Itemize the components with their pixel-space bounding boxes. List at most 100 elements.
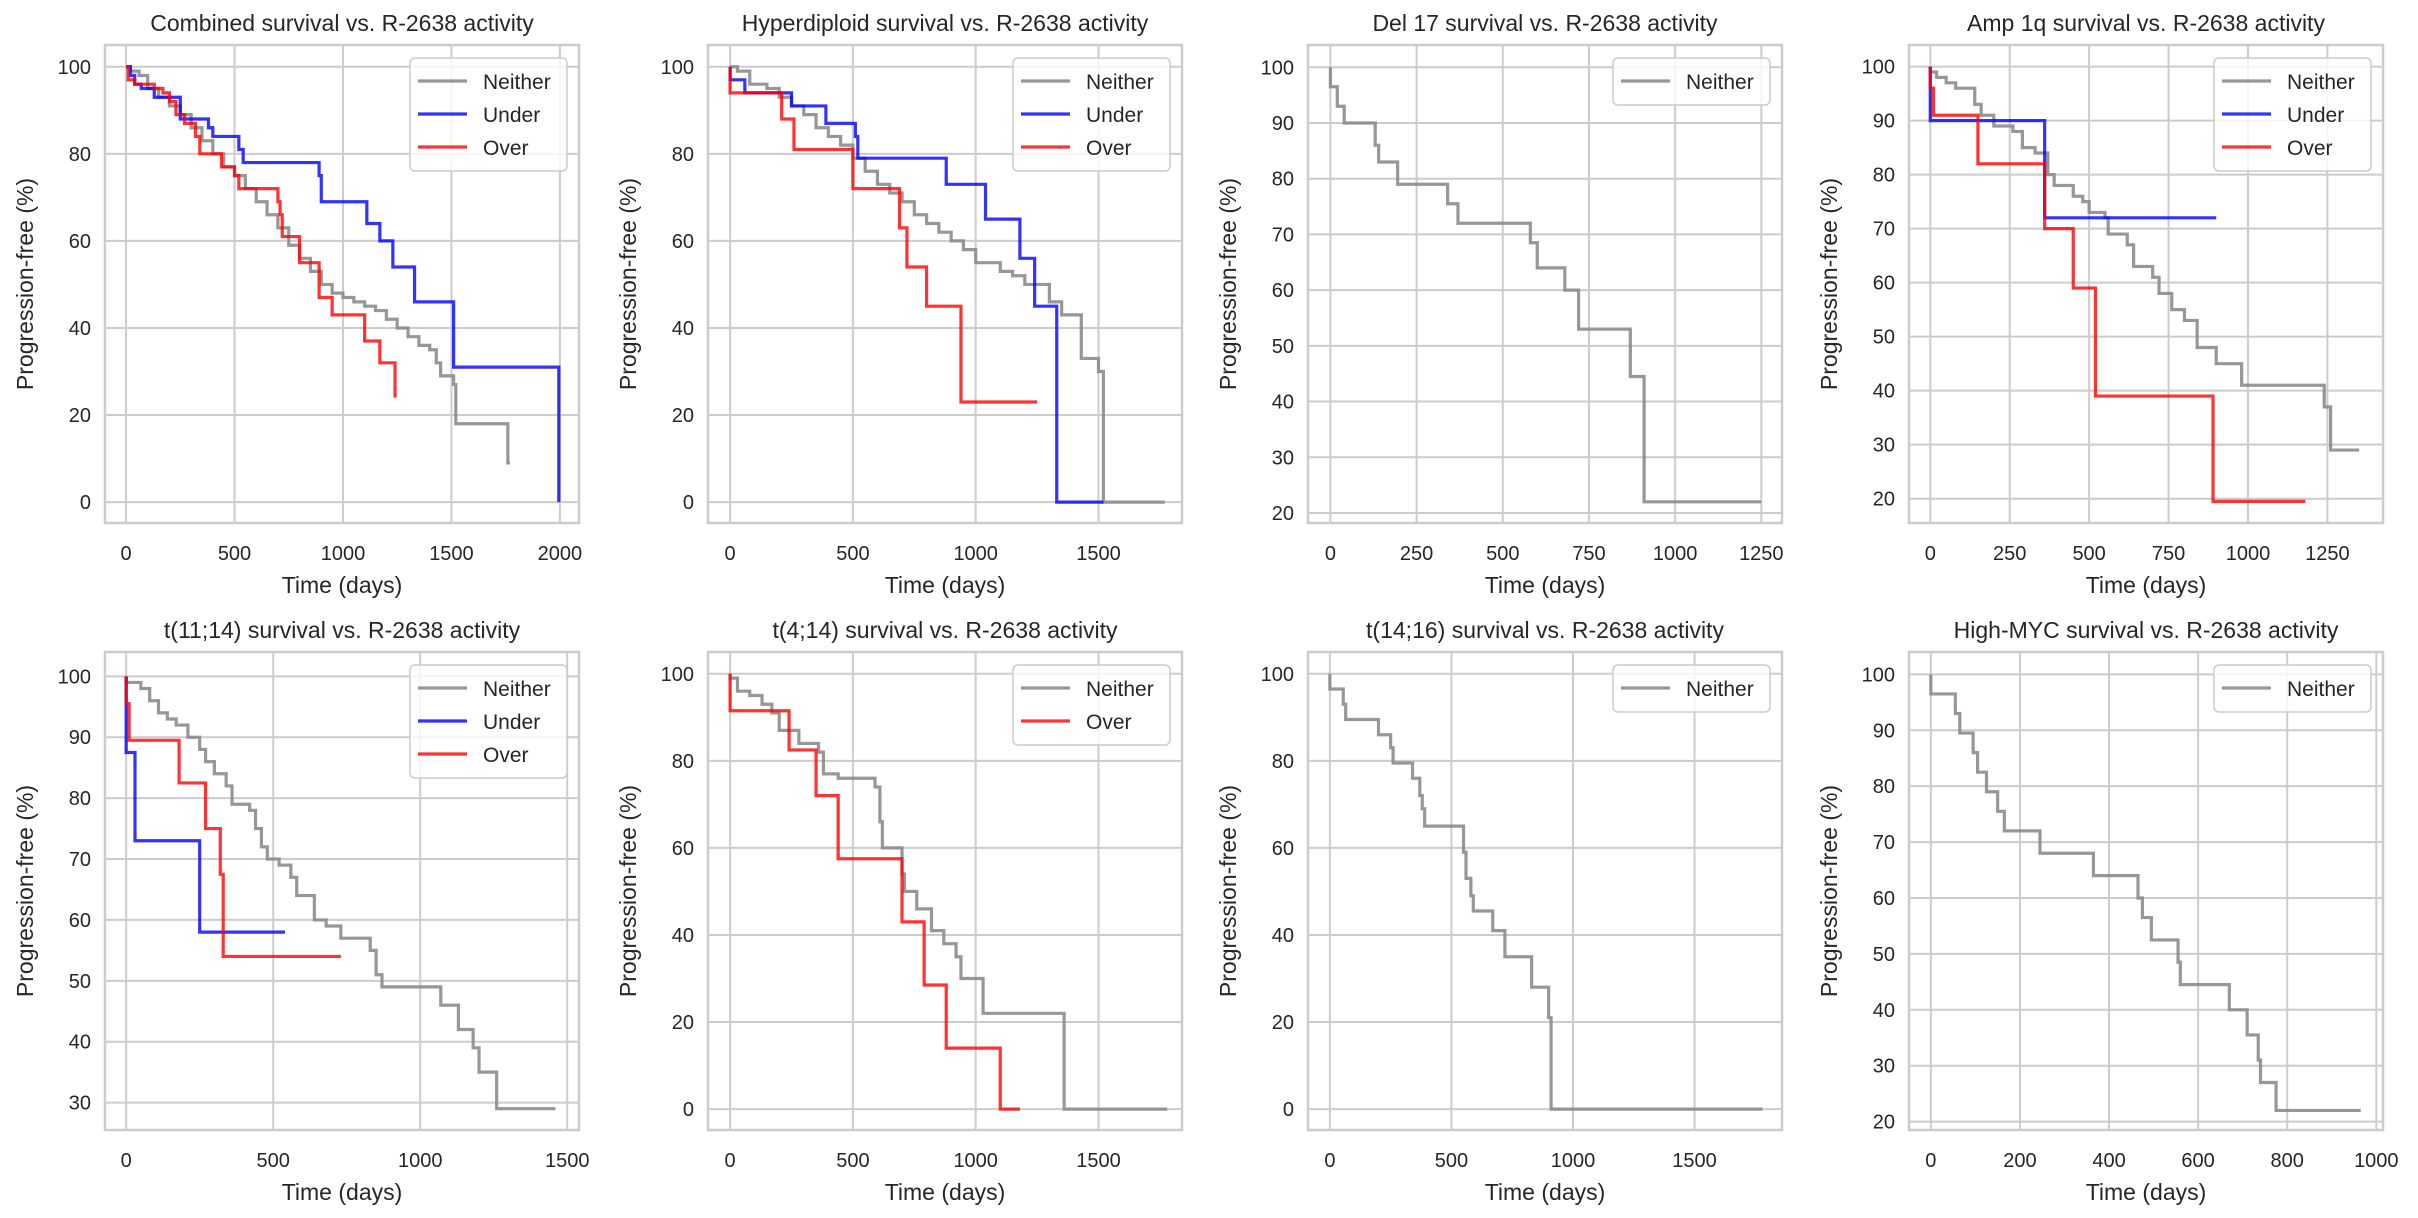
x-tick-label: 0: [1324, 1150, 1335, 1172]
series-line-neither: [1929, 674, 2361, 1113]
legend-box: [2213, 57, 2372, 172]
subplot-5: 0 500 1000 1500 30 40 50 60 70 80 90 100 t(11;14) su…: [12, 617, 589, 1205]
y-tick-label: 50: [1272, 336, 1294, 358]
legend-label: Over: [483, 744, 529, 767]
axes-frame: [1907, 650, 2385, 1132]
x-tick-label: 750: [2152, 543, 2185, 565]
y-axis-label: Progression-free (%): [1816, 178, 1842, 390]
legend-label: Neither: [1086, 71, 1154, 94]
x-tick-label: 0: [725, 543, 736, 565]
y-tick-label: 100: [1261, 57, 1294, 79]
y-tick-label: 0: [1283, 1099, 1294, 1121]
subplot-4: 0 250 500 750 1000 1250 20 30 40 50 60 70 80 90 100 Amp…: [1816, 10, 2385, 598]
x-tick-label: 1000: [1653, 543, 1698, 565]
legend-label: Over: [483, 137, 529, 160]
x-axis-label: Time (days): [282, 1179, 403, 1205]
legend-label: Over: [1086, 137, 1132, 160]
y-tick-label: 20: [672, 1012, 694, 1034]
subplot-7: 0 500 1000 1500 0 20 40 60 80 100 t(14;16) surviva…: [1215, 617, 1784, 1205]
y-tick-label: 50: [1873, 944, 1895, 966]
subplot-8: 0 200 400 600 800 1000 20 30 40 50 60 70 80 90 100 High…: [1816, 617, 2399, 1205]
y-axis-label: Progression-free (%): [12, 178, 38, 390]
x-tick-label: 250: [1993, 543, 2026, 565]
x-tick-label: 500: [836, 543, 869, 565]
legend-box: [409, 664, 568, 779]
x-tick-label: 0: [121, 1150, 132, 1172]
y-tick-label: 30: [69, 1093, 91, 1115]
x-tick-label: 2000: [538, 543, 583, 565]
y-tick-label: 40: [1272, 392, 1294, 414]
y-axis-label: Progression-free (%): [615, 178, 641, 390]
y-tick-label: 90: [1272, 113, 1294, 135]
y-tick-label: 40: [1272, 925, 1294, 947]
y-tick-label: 90: [69, 727, 91, 749]
series-line-neither: [1328, 673, 1763, 1111]
legend-box: [1012, 664, 1171, 746]
x-tick-label: 500: [218, 543, 251, 565]
subplot-title: t(14;16) survival vs. R-2638 activity: [1366, 617, 1724, 643]
series-line-over: [126, 65, 397, 398]
legend-box: [1612, 664, 1771, 713]
legend-label: Neither: [483, 678, 551, 701]
x-tick-label: 1500: [1076, 543, 1121, 565]
x-tick-label: 400: [2092, 1150, 2125, 1172]
x-tick-label: 0: [1925, 1150, 1936, 1172]
y-tick-label: 50: [69, 971, 91, 993]
y-axis-label: Progression-free (%): [1816, 785, 1842, 997]
x-tick-label: 0: [1325, 543, 1336, 565]
axes-frame: [103, 43, 581, 525]
y-tick-label: 80: [69, 144, 91, 166]
legend-label: Neither: [1686, 678, 1754, 701]
legend-label: Under: [1086, 104, 1143, 127]
legend: Neither: [1612, 664, 1771, 713]
y-axis-label: Progression-free (%): [12, 785, 38, 997]
y-tick-label: 70: [1873, 832, 1895, 854]
y-tick-label: 60: [1873, 888, 1895, 910]
axes-frame: [1907, 43, 2385, 525]
x-axis-label: Time (days): [2086, 572, 2207, 598]
series-line-over: [124, 676, 341, 959]
legend-label: Neither: [1686, 71, 1754, 94]
axes-frame: [103, 650, 581, 1132]
x-tick-label: 500: [257, 1150, 290, 1172]
x-tick-label: 1500: [1672, 1150, 1717, 1172]
y-tick-label: 90: [1873, 111, 1895, 133]
y-tick-label: 40: [672, 318, 694, 340]
y-tick-label: 40: [69, 1032, 91, 1054]
y-tick-label: 80: [1272, 169, 1294, 191]
series-line-neither: [124, 676, 556, 1111]
x-tick-label: 500: [836, 1150, 869, 1172]
subplot-title: Combined survival vs. R-2638 activity: [150, 10, 534, 36]
y-tick-label: 80: [1272, 751, 1294, 773]
y-tick-label: 20: [1272, 1012, 1294, 1034]
y-tick-label: 100: [661, 664, 694, 686]
legend-label: Under: [483, 711, 540, 734]
y-tick-label: 70: [1272, 224, 1294, 246]
x-axis-label: Time (days): [885, 1179, 1006, 1205]
y-tick-label: 80: [1873, 776, 1895, 798]
y-tick-label: 40: [1873, 381, 1895, 403]
y-axis-label: Progression-free (%): [1215, 785, 1241, 997]
x-tick-label: 1000: [398, 1150, 443, 1172]
legend: Neither Under Over: [409, 664, 568, 779]
x-tick-label: 1000: [1551, 1150, 1596, 1172]
y-tick-label: 30: [1873, 1056, 1895, 1078]
y-tick-label: 90: [1873, 720, 1895, 742]
subplot-3: 0 250 500 750 1000 1250 20 30 40 50 60 70 80 90 100 Del…: [1215, 10, 1784, 598]
x-tick-label: 1250: [2305, 543, 2350, 565]
x-tick-label: 1500: [545, 1150, 590, 1172]
series-line-over: [728, 66, 1038, 404]
legend-label: Under: [483, 104, 540, 127]
y-tick-label: 20: [69, 405, 91, 427]
axes-frame: [1306, 43, 1784, 525]
legend: Neither Under Over: [2213, 57, 2372, 172]
legend: Neither: [1612, 57, 1771, 106]
y-tick-label: 100: [661, 57, 694, 79]
x-tick-label: 1000: [953, 1150, 998, 1172]
y-axis-label: Progression-free (%): [1215, 178, 1241, 390]
y-tick-label: 60: [69, 231, 91, 253]
x-tick-label: 1500: [429, 543, 474, 565]
y-tick-label: 80: [1873, 165, 1895, 187]
x-tick-label: 1250: [1739, 543, 1784, 565]
y-tick-label: 50: [1873, 327, 1895, 349]
